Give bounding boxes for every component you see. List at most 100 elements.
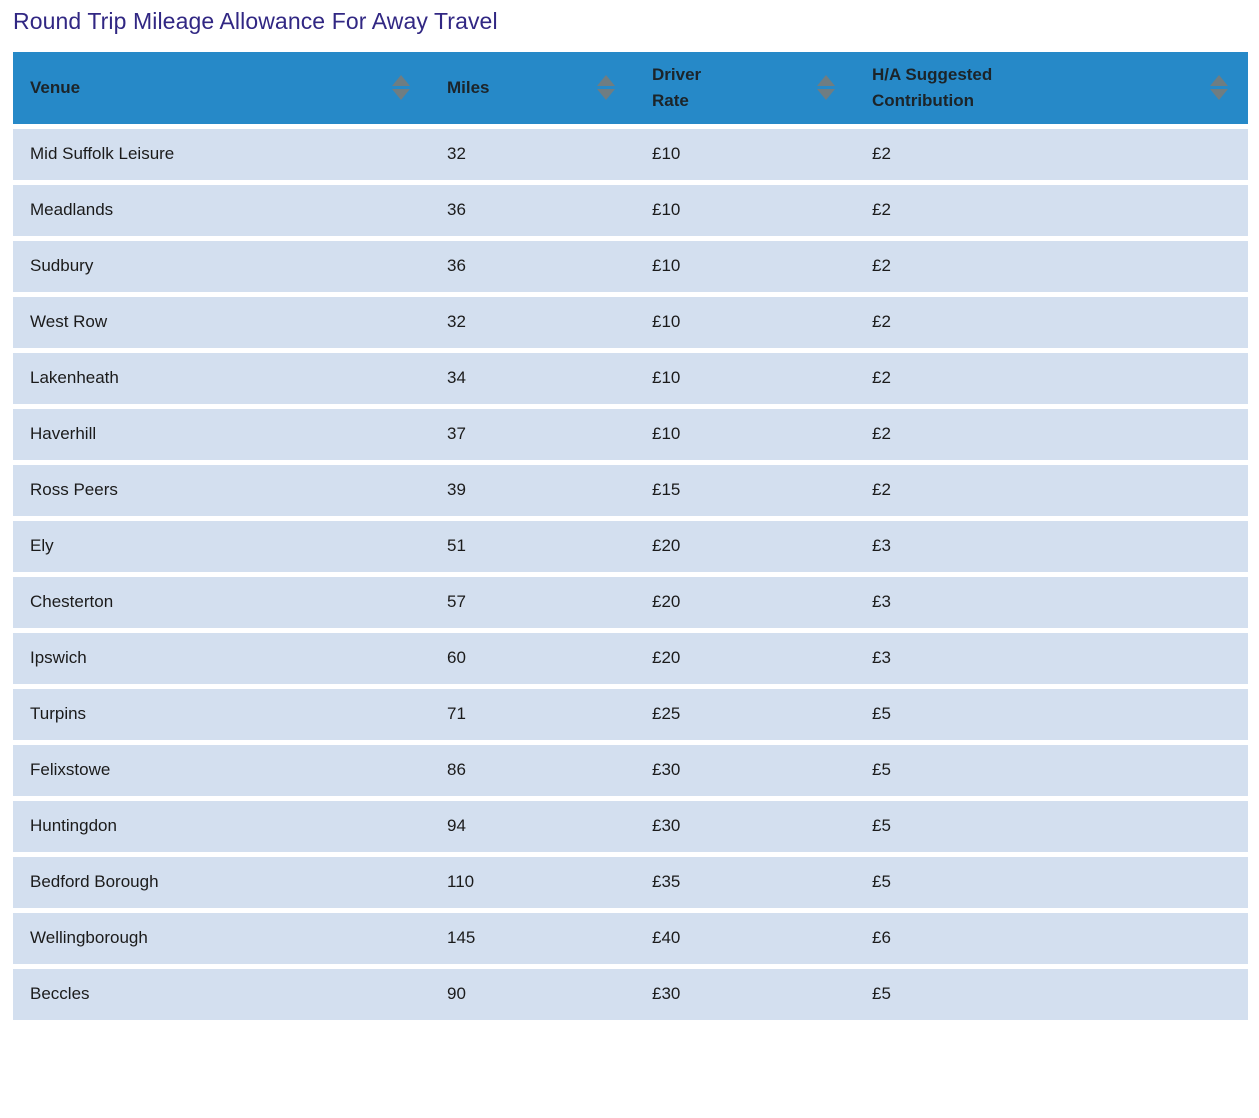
table-row: Bedford Borough 110 £35 £5 xyxy=(13,854,1248,913)
ha-contribution-cell: £5 xyxy=(855,966,1248,1025)
sort-descending-icon xyxy=(817,89,835,101)
ha-contribution-cell: £2 xyxy=(855,182,1248,241)
miles-cell: 36 xyxy=(430,182,635,241)
sort-ascending-icon xyxy=(1210,75,1228,87)
miles-cell: 86 xyxy=(430,742,635,801)
table-row: Turpins 71 £25 £5 xyxy=(13,686,1248,745)
page-title: Round Trip Mileage Allowance For Away Tr… xyxy=(13,8,498,34)
table-row: Sudbury 36 £10 £2 xyxy=(13,238,1248,297)
sort-icon[interactable] xyxy=(1210,75,1228,101)
sort-ascending-icon xyxy=(392,75,410,87)
venue-cell: Meadlands xyxy=(13,182,430,241)
table-row: Chesterton 57 £20 £3 xyxy=(13,574,1248,633)
venue-cell: Ipswich xyxy=(13,630,430,689)
table-row: Ely 51 £20 £3 xyxy=(13,518,1248,577)
ha-contribution-cell: £3 xyxy=(855,518,1248,577)
miles-cell: 51 xyxy=(430,518,635,577)
venue-cell: Bedford Borough xyxy=(13,854,430,913)
ha-contribution-cell: £2 xyxy=(855,350,1248,409)
venue-cell: Huntingdon xyxy=(13,798,430,857)
driver-rate-cell: £30 xyxy=(635,798,855,857)
table-row: Haverhill 37 £10 £2 xyxy=(13,406,1248,465)
venue-cell: Haverhill xyxy=(13,406,430,465)
venue-cell: Beccles xyxy=(13,966,430,1025)
driver-rate-cell: £10 xyxy=(635,238,855,297)
venue-cell: Ross Peers xyxy=(13,462,430,521)
driver-rate-cell: £10 xyxy=(635,294,855,353)
ha-contribution-cell: £5 xyxy=(855,798,1248,857)
driver-rate-cell: £10 xyxy=(635,182,855,241)
miles-cell: 94 xyxy=(430,798,635,857)
miles-cell: 145 xyxy=(430,910,635,969)
column-header-ha-contribution[interactable]: H/A Suggested Contribution xyxy=(855,52,1248,129)
miles-cell: 37 xyxy=(430,406,635,465)
column-header-miles-label: Miles xyxy=(447,78,490,97)
miles-cell: 71 xyxy=(430,686,635,745)
column-header-venue[interactable]: Venue xyxy=(13,52,430,129)
table-row: Huntingdon 94 £30 £5 xyxy=(13,798,1248,857)
table-row: Meadlands 36 £10 £2 xyxy=(13,182,1248,241)
mileage-allowance-table: Venue Miles Driver Rate xyxy=(13,52,1248,1025)
header-row: Venue Miles Driver Rate xyxy=(13,52,1248,129)
table-body: Mid Suffolk Leisure 32 £10 £2 Meadlands … xyxy=(13,126,1248,1025)
table-row: Beccles 90 £30 £5 xyxy=(13,966,1248,1025)
miles-cell: 36 xyxy=(430,238,635,297)
table-row: Ross Peers 39 £15 £2 xyxy=(13,462,1248,521)
ha-contribution-cell: £2 xyxy=(855,126,1248,185)
ha-contribution-cell: £2 xyxy=(855,294,1248,353)
table-row: Lakenheath 34 £10 £2 xyxy=(13,350,1248,409)
miles-cell: 110 xyxy=(430,854,635,913)
miles-cell: 39 xyxy=(430,462,635,521)
miles-cell: 60 xyxy=(430,630,635,689)
driver-rate-cell: £25 xyxy=(635,686,855,745)
sort-descending-icon xyxy=(1210,89,1228,101)
driver-rate-cell: £30 xyxy=(635,742,855,801)
driver-rate-cell: £15 xyxy=(635,462,855,521)
venue-cell: West Row xyxy=(13,294,430,353)
miles-cell: 32 xyxy=(430,126,635,185)
driver-rate-cell: £10 xyxy=(635,406,855,465)
column-header-driver-rate[interactable]: Driver Rate xyxy=(635,52,855,129)
column-header-miles[interactable]: Miles xyxy=(430,52,635,129)
venue-cell: Ely xyxy=(13,518,430,577)
venue-cell: Turpins xyxy=(13,686,430,745)
ha-contribution-cell: £2 xyxy=(855,238,1248,297)
driver-rate-cell: £10 xyxy=(635,126,855,185)
driver-rate-cell: £10 xyxy=(635,350,855,409)
driver-rate-cell: £30 xyxy=(635,966,855,1025)
miles-cell: 32 xyxy=(430,294,635,353)
column-header-driver-rate-label: Driver Rate xyxy=(652,65,702,110)
table-row: West Row 32 £10 £2 xyxy=(13,294,1248,353)
venue-cell: Chesterton xyxy=(13,574,430,633)
miles-cell: 57 xyxy=(430,574,635,633)
sort-descending-icon xyxy=(597,89,615,101)
venue-cell: Wellingborough xyxy=(13,910,430,969)
sort-icon[interactable] xyxy=(817,75,835,101)
ha-contribution-cell: £3 xyxy=(855,574,1248,633)
column-header-ha-contribution-label: H/A Suggested Contribution xyxy=(872,65,993,110)
venue-cell: Lakenheath xyxy=(13,350,430,409)
venue-cell: Mid Suffolk Leisure xyxy=(13,126,430,185)
ha-contribution-cell: £6 xyxy=(855,910,1248,969)
ha-contribution-cell: £2 xyxy=(855,462,1248,521)
driver-rate-cell: £20 xyxy=(635,630,855,689)
ha-contribution-cell: £5 xyxy=(855,854,1248,913)
sort-ascending-icon xyxy=(597,75,615,87)
driver-rate-cell: £35 xyxy=(635,854,855,913)
venue-cell: Sudbury xyxy=(13,238,430,297)
sort-icon[interactable] xyxy=(392,75,410,101)
miles-cell: 90 xyxy=(430,966,635,1025)
sort-ascending-icon xyxy=(817,75,835,87)
driver-rate-cell: £40 xyxy=(635,910,855,969)
venue-cell: Felixstowe xyxy=(13,742,430,801)
table-row: Felixstowe 86 £30 £5 xyxy=(13,742,1248,801)
driver-rate-cell: £20 xyxy=(635,574,855,633)
column-header-venue-label: Venue xyxy=(30,78,81,97)
driver-rate-cell: £20 xyxy=(635,518,855,577)
sort-descending-icon xyxy=(392,89,410,101)
sort-icon[interactable] xyxy=(597,75,615,101)
table-row: Ipswich 60 £20 £3 xyxy=(13,630,1248,689)
ha-contribution-cell: £5 xyxy=(855,742,1248,801)
ha-contribution-cell: £2 xyxy=(855,406,1248,465)
